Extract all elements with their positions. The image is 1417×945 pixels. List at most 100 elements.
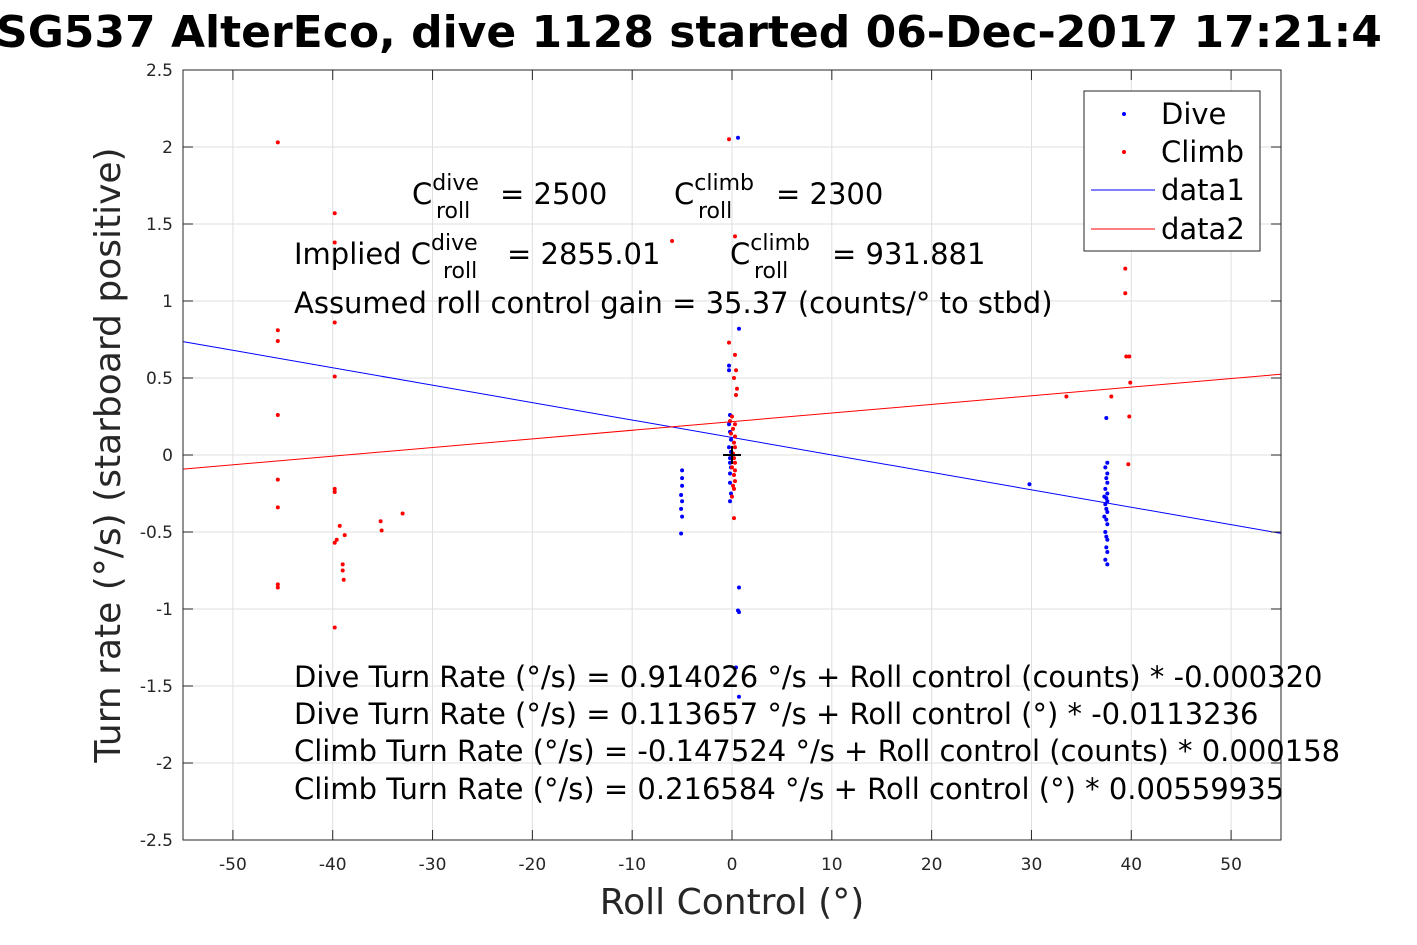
dive-point [1105,550,1110,555]
legend-label-data2: data2 [1161,212,1245,246]
climb-point [332,489,337,494]
climb-point [1127,414,1132,419]
climb-point [275,505,280,510]
equation-dive-counts: Dive Turn Rate (°/s) = 0.914026 °/s + Ro… [294,660,1322,694]
dive-point [1104,545,1109,550]
x-axis-ticks: -50 -40 -30 -20 -10 0 10 20 30 40 50 [219,70,1242,875]
dive-point [736,585,741,590]
x-tick-label: 20 [921,855,943,875]
equation-climb-counts: Climb Turn Rate (°/s) = -0.147524 °/s + … [294,734,1340,768]
climb-point [731,376,736,380]
climb-point [275,582,280,587]
climb-point [727,137,732,142]
climb-point [731,473,736,478]
dive-point [1102,514,1107,519]
dive-point [729,437,734,442]
climb-point [342,533,347,538]
roll-gain-annotation: Assumed roll control gain = 35.37 (count… [294,286,1053,320]
dive-point [727,368,732,373]
dive-point [1104,534,1109,539]
climb-point [1127,354,1132,359]
dive-point [1105,537,1110,542]
climb-point [730,426,735,431]
climb-point [732,468,737,473]
climb-point [730,483,735,488]
dive-point [1104,476,1109,481]
legend-box [1083,90,1261,252]
climb-point [275,585,280,590]
climb-point [332,540,337,545]
climb-point [733,368,738,373]
x-tick-label: 30 [1021,855,1043,875]
y-tick-label: 0.5 [146,369,173,389]
climb-point [670,238,675,243]
y-tick-label: 1.5 [146,215,173,235]
dive-point [680,499,685,504]
equation-dive-degrees: Dive Turn Rate (°/s) = 0.113657 °/s + Ro… [294,697,1259,731]
climb-point [1123,291,1128,296]
climb-point [341,577,346,582]
dive-point [1103,486,1108,491]
climb-point [332,211,337,216]
climb-point [732,422,737,427]
dive-point [680,468,685,473]
climb-point [727,340,732,345]
implied-c-roll-dive-label: Implied Cdive roll= 2855.01 [294,231,660,284]
dive-point [728,480,733,485]
dive-point [728,499,733,504]
climb-point [1128,380,1133,385]
climb-point [730,414,734,419]
climb-point [332,240,337,245]
dive-point [728,471,733,476]
climb-point [732,445,737,450]
climb-point [379,528,384,533]
climb-point [332,320,337,325]
dive-point [1103,530,1108,534]
y-tick-label: -0.5 [140,523,173,543]
dive-point [680,483,685,488]
y-tick-label: -2.5 [140,831,173,851]
climb-point [275,140,280,145]
y-tick-label: 1 [162,292,173,312]
climb-point [275,477,280,482]
climb-point [732,434,737,439]
legend: Dive Climb data1 data2 [1083,90,1261,252]
climb-point [400,511,405,516]
y-tick-label: 2.5 [146,61,173,81]
dive-point [1104,506,1109,511]
climb-point [332,625,337,630]
climb-point [729,431,734,436]
climb-point [275,339,280,344]
climb-point [378,519,383,524]
dive-point [1105,499,1110,504]
dive-point [679,531,684,536]
climb-point [732,460,737,465]
climb-point [730,465,734,470]
dive-point [727,422,732,427]
climb-point [1109,394,1114,399]
climb-point [734,386,739,391]
climb-point [1123,266,1128,271]
equation-climb-degrees: Climb Turn Rate (°/s) = 0.216584 °/s + R… [294,772,1284,806]
legend-label-data1: data1 [1161,173,1245,207]
dive-point [1103,465,1108,470]
data-points [275,135,1133,699]
climb-point [275,328,280,333]
climb-point [732,352,737,357]
dive-point [1104,496,1109,501]
legend-label-climb: Climb [1161,135,1244,169]
dive-point [736,610,741,615]
climb-point [732,479,737,484]
implied-c-roll-climb-label: Cclimb roll= 931.881 [730,231,985,284]
y-tick-label: -1 [156,600,173,620]
dive-point [680,476,685,481]
chart-title: SG537 AlterEco, dive 1128 started 06-Dec… [0,7,1382,58]
dive-point [727,363,732,368]
dive-point [679,506,684,511]
dive-point [736,694,741,699]
y-axis-ticks: -2.5 -2 -1.5 -1 -0.5 0 0.5 1 1.5 2 2.5 [140,61,1281,851]
fit-line-data1 [182,341,1282,534]
dive-point [733,665,738,670]
origin-marker [723,446,741,464]
